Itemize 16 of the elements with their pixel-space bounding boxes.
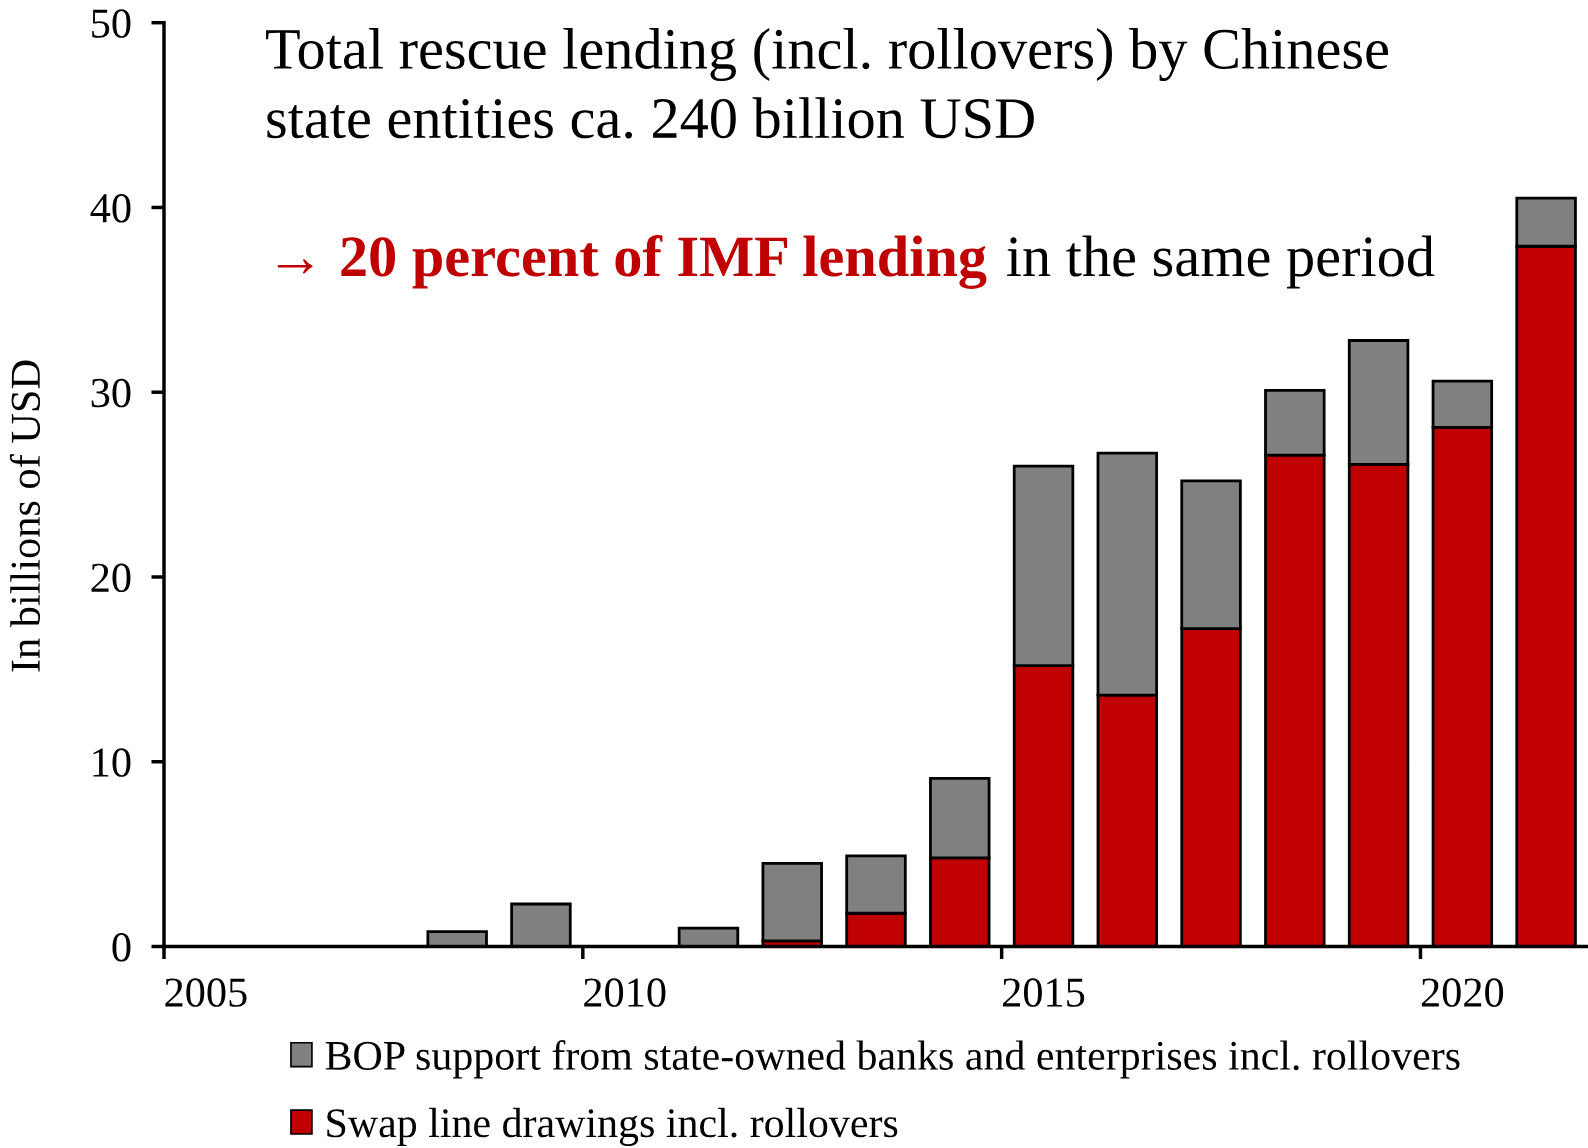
x-tick-label: 2015 <box>1003 978 1085 1007</box>
y-tick-label: 40 <box>90 193 131 223</box>
legend-label: Swap line drawings incl. rollovers <box>327 1107 898 1147</box>
y-tick-label: 10 <box>93 748 131 777</box>
x-tick-label: 2005 <box>165 978 247 1007</box>
y-axis-title: In billions of USD <box>9 360 41 672</box>
text: Total rescue lending (incl. rollovers) by Chinese state entities ca. 240 billion USD <box>266 28 1388 139</box>
x-tick-label: 2010 <box>584 978 666 1007</box>
y-tick-label: 20 <box>91 563 131 593</box>
y-tick-label: 50 <box>92 9 131 38</box>
y-tick-label: 0 <box>112 933 131 962</box>
annotation: → 20 percent of IMF lending <box>277 234 987 289</box>
annotation: in the same period <box>1006 235 1435 289</box>
x-tick-label: 2020 <box>1421 978 1504 1007</box>
y-tick-label: 30 <box>91 378 131 408</box>
legend-label: BOP support from state-owned banks and enterprises incl. rollovers <box>325 1040 1460 1079</box>
